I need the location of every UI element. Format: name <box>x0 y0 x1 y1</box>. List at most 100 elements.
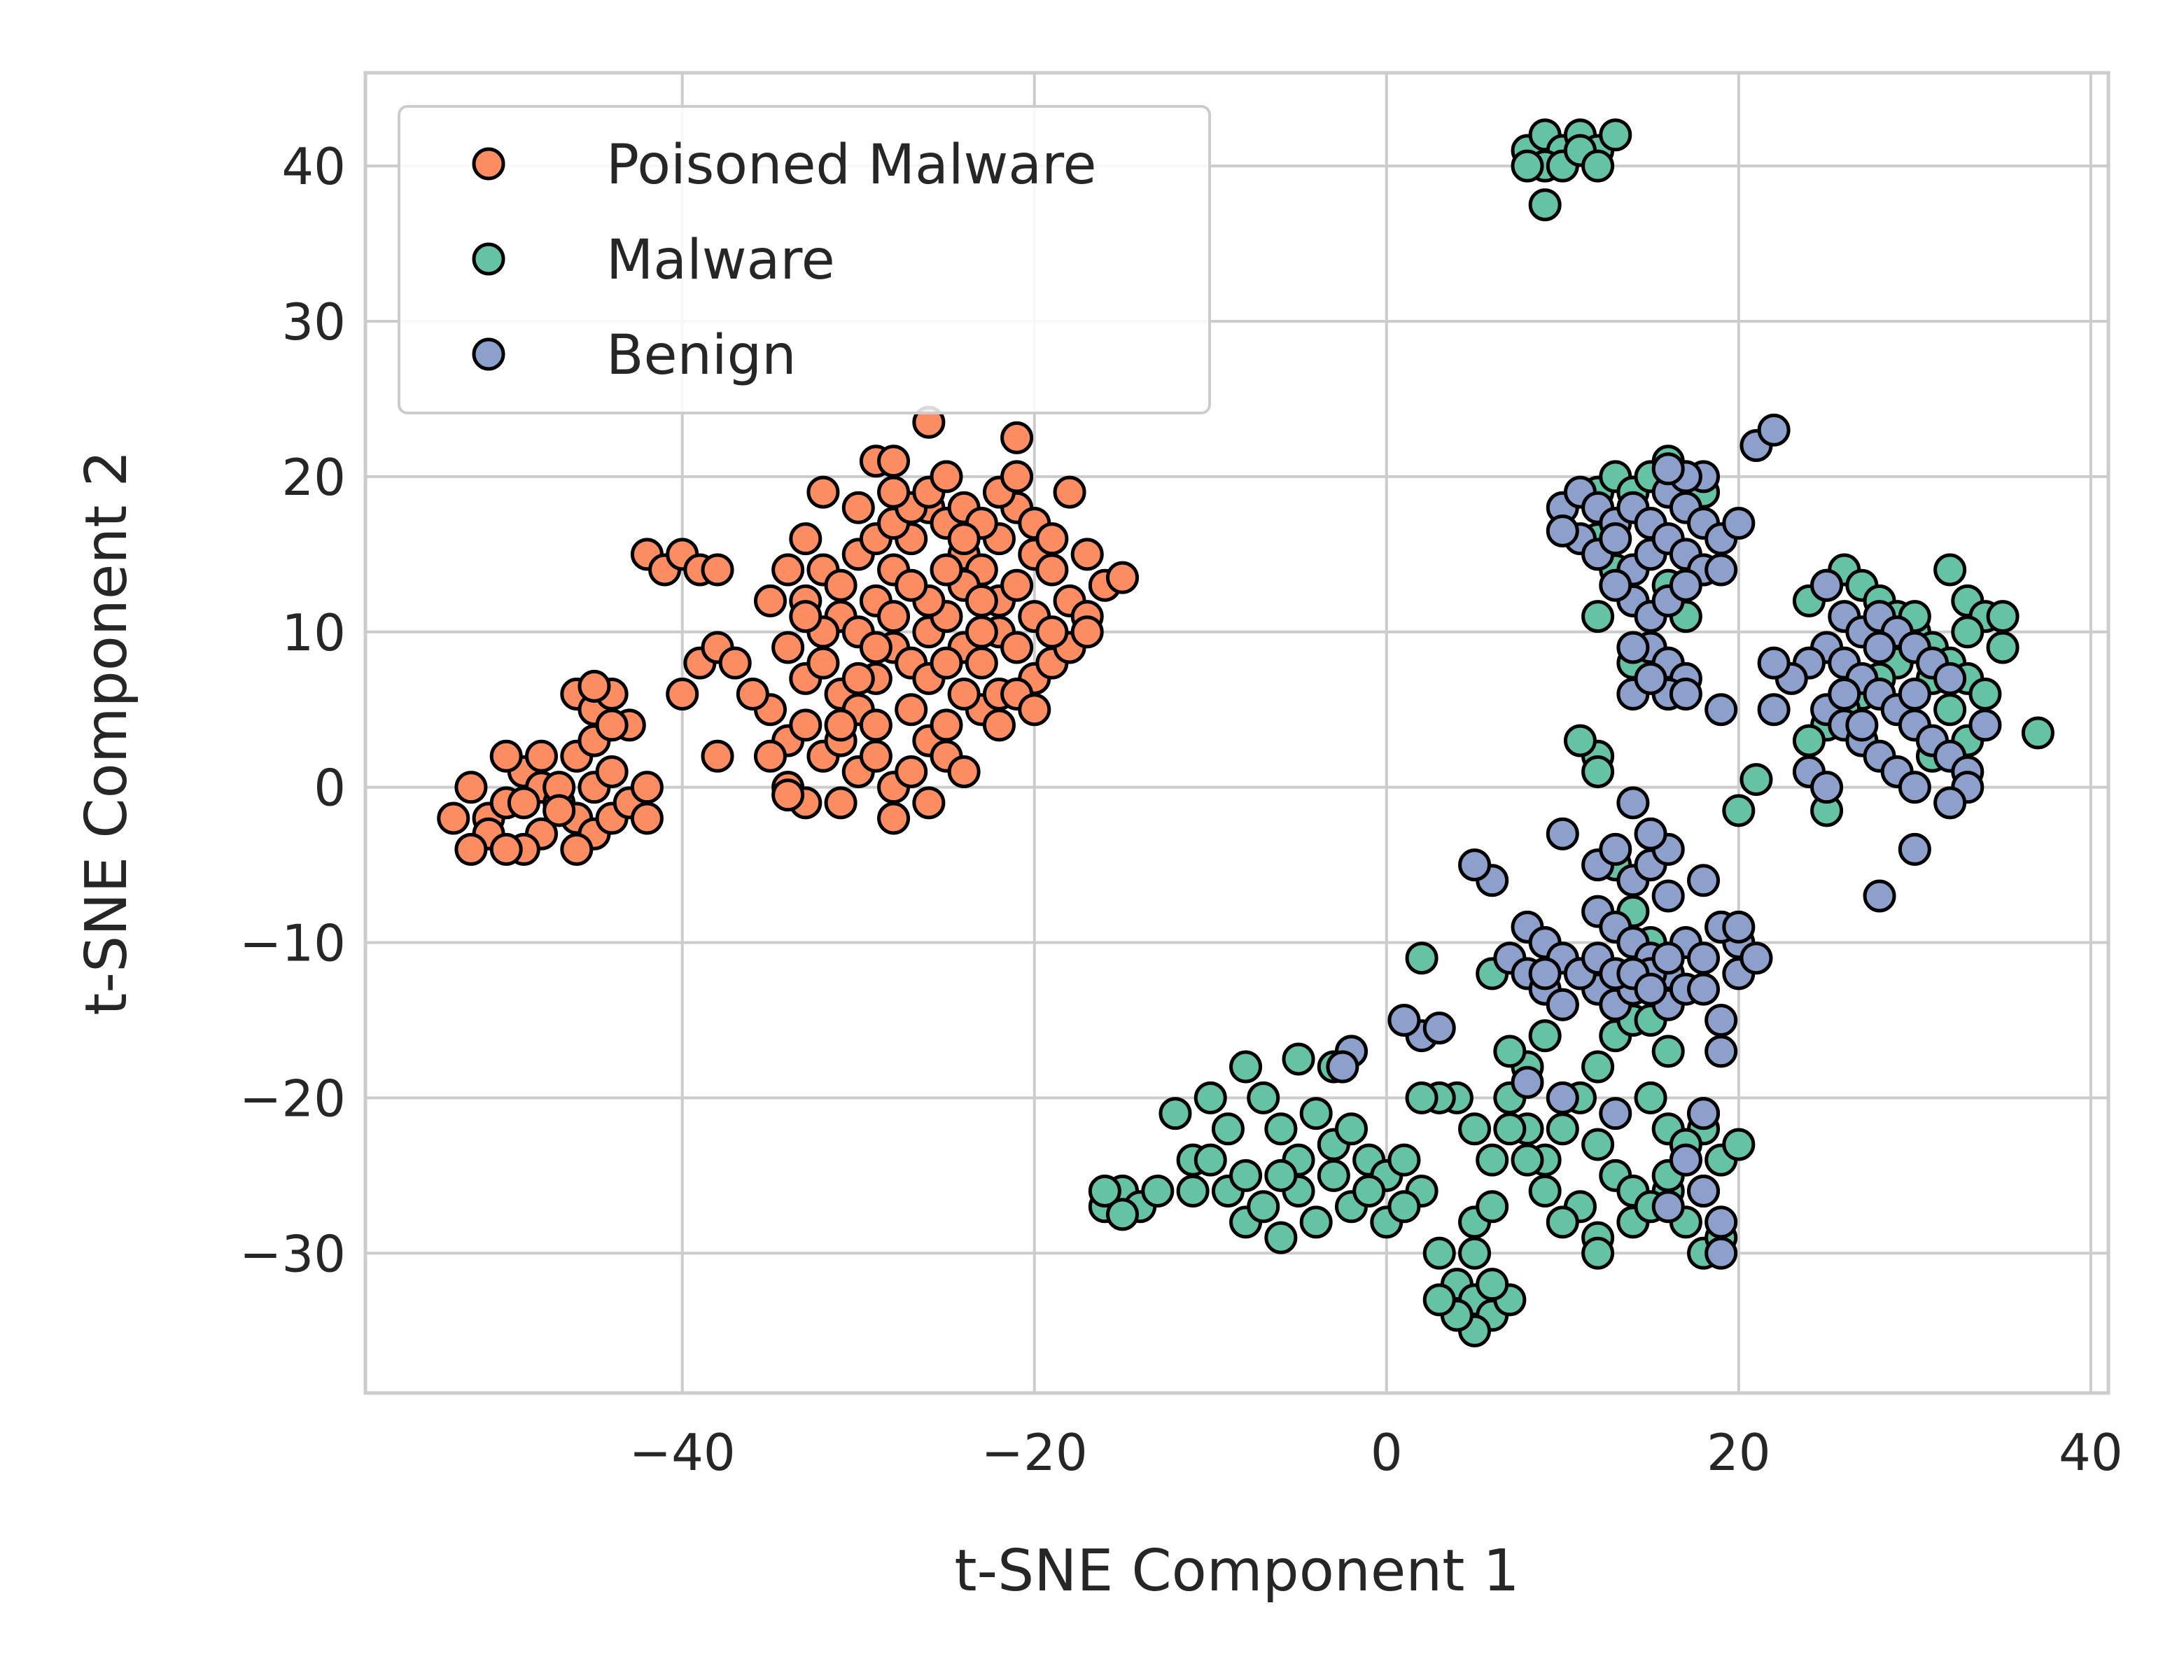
data-point <box>1458 1236 1492 1270</box>
data-point <box>1000 631 1034 664</box>
data-point <box>1581 149 1615 183</box>
data-point <box>701 553 734 587</box>
data-point <box>947 522 981 556</box>
data-point <box>859 631 892 664</box>
data-point <box>1740 763 1773 797</box>
data-point <box>806 475 840 509</box>
data-point <box>1687 1175 1721 1208</box>
data-point <box>982 708 1016 742</box>
data-point <box>454 771 488 804</box>
y-tick-label: −20 <box>239 1069 346 1128</box>
data-point <box>666 678 699 711</box>
data-point <box>489 739 523 773</box>
data-point <box>771 553 805 587</box>
data-point <box>877 444 911 478</box>
data-point <box>753 739 787 773</box>
data-point <box>1933 662 1967 695</box>
series-0 <box>437 405 1140 866</box>
legend: Poisoned Malware Malware Benign <box>398 105 1211 414</box>
data-point <box>824 708 858 742</box>
data-point <box>1722 794 1756 827</box>
data-point <box>1986 600 2019 634</box>
data-point <box>1704 1003 1738 1037</box>
data-point <box>1599 832 1632 866</box>
data-point <box>1528 188 1562 222</box>
y-tick-label: 30 <box>281 293 346 351</box>
data-point <box>1387 1190 1421 1224</box>
data-point <box>542 794 576 827</box>
data-point <box>789 522 822 556</box>
data-point <box>1704 1205 1738 1239</box>
data-point <box>1247 1190 1280 1224</box>
data-point <box>1563 724 1597 757</box>
y-tick-label: 0 <box>314 759 346 818</box>
x-tick-label: −40 <box>629 1423 736 1482</box>
data-point <box>1211 1112 1245 1146</box>
data-point <box>1476 1143 1509 1177</box>
y-tick-label: 40 <box>281 137 346 196</box>
data-point <box>1968 678 2002 711</box>
data-point <box>1106 561 1140 594</box>
data-point <box>1933 786 1967 820</box>
data-point <box>1581 1050 1615 1084</box>
data-point <box>1053 475 1086 509</box>
data-point <box>736 678 769 711</box>
data-point <box>1687 941 1721 975</box>
scatter-points <box>437 118 2054 1348</box>
data-point <box>1229 1158 1263 1192</box>
data-point <box>437 802 470 835</box>
data-point <box>560 832 594 866</box>
data-point <box>1599 522 1632 556</box>
data-point <box>1863 879 1896 913</box>
data-point <box>1000 568 1034 602</box>
data-point <box>1616 786 1650 820</box>
data-point <box>1176 1175 1210 1208</box>
data-point <box>595 708 629 742</box>
plot-frame <box>363 71 2110 1395</box>
data-point <box>489 832 523 866</box>
data-point <box>1651 1190 1685 1224</box>
data-point <box>1546 1081 1579 1114</box>
data-point <box>1405 1081 1438 1114</box>
data-point <box>1810 771 1844 804</box>
data-point <box>1546 1205 1579 1239</box>
data-point <box>1792 724 1826 757</box>
data-point <box>525 739 559 773</box>
data-point <box>1651 452 1685 486</box>
data-point <box>1863 631 1896 664</box>
data-point <box>1599 568 1632 602</box>
data-point <box>1405 941 1438 975</box>
data-point <box>1669 568 1702 602</box>
data-point <box>1845 708 1879 742</box>
data-point <box>1476 1268 1509 1301</box>
data-point <box>1757 413 1791 447</box>
data-point <box>930 646 963 680</box>
data-point <box>930 553 963 587</box>
data-point <box>1898 678 1931 711</box>
data-point <box>1422 1236 1456 1270</box>
data-point <box>1035 522 1069 556</box>
data-point <box>1387 1143 1421 1177</box>
data-point <box>507 786 540 820</box>
data-point <box>1740 941 1773 975</box>
data-point <box>965 584 998 617</box>
data-point <box>1687 1097 1721 1130</box>
data-point <box>1828 678 1861 711</box>
data-point <box>1757 646 1791 680</box>
data-point <box>454 832 488 866</box>
legend-frame <box>398 105 1211 414</box>
data-point <box>1810 568 1844 602</box>
data-point <box>1106 1198 1140 1231</box>
data-point <box>1141 1175 1175 1208</box>
data-point <box>947 678 981 711</box>
data-point <box>2021 716 2054 750</box>
data-point <box>1422 1283 1456 1317</box>
data-point <box>1458 848 1492 882</box>
data-point <box>1511 149 1544 183</box>
data-point <box>965 646 998 680</box>
data-point <box>1581 1128 1615 1161</box>
data-point <box>1458 1112 1492 1146</box>
x-tick-label: 0 <box>1371 1423 1403 1482</box>
y-tick-label: −10 <box>239 914 346 973</box>
